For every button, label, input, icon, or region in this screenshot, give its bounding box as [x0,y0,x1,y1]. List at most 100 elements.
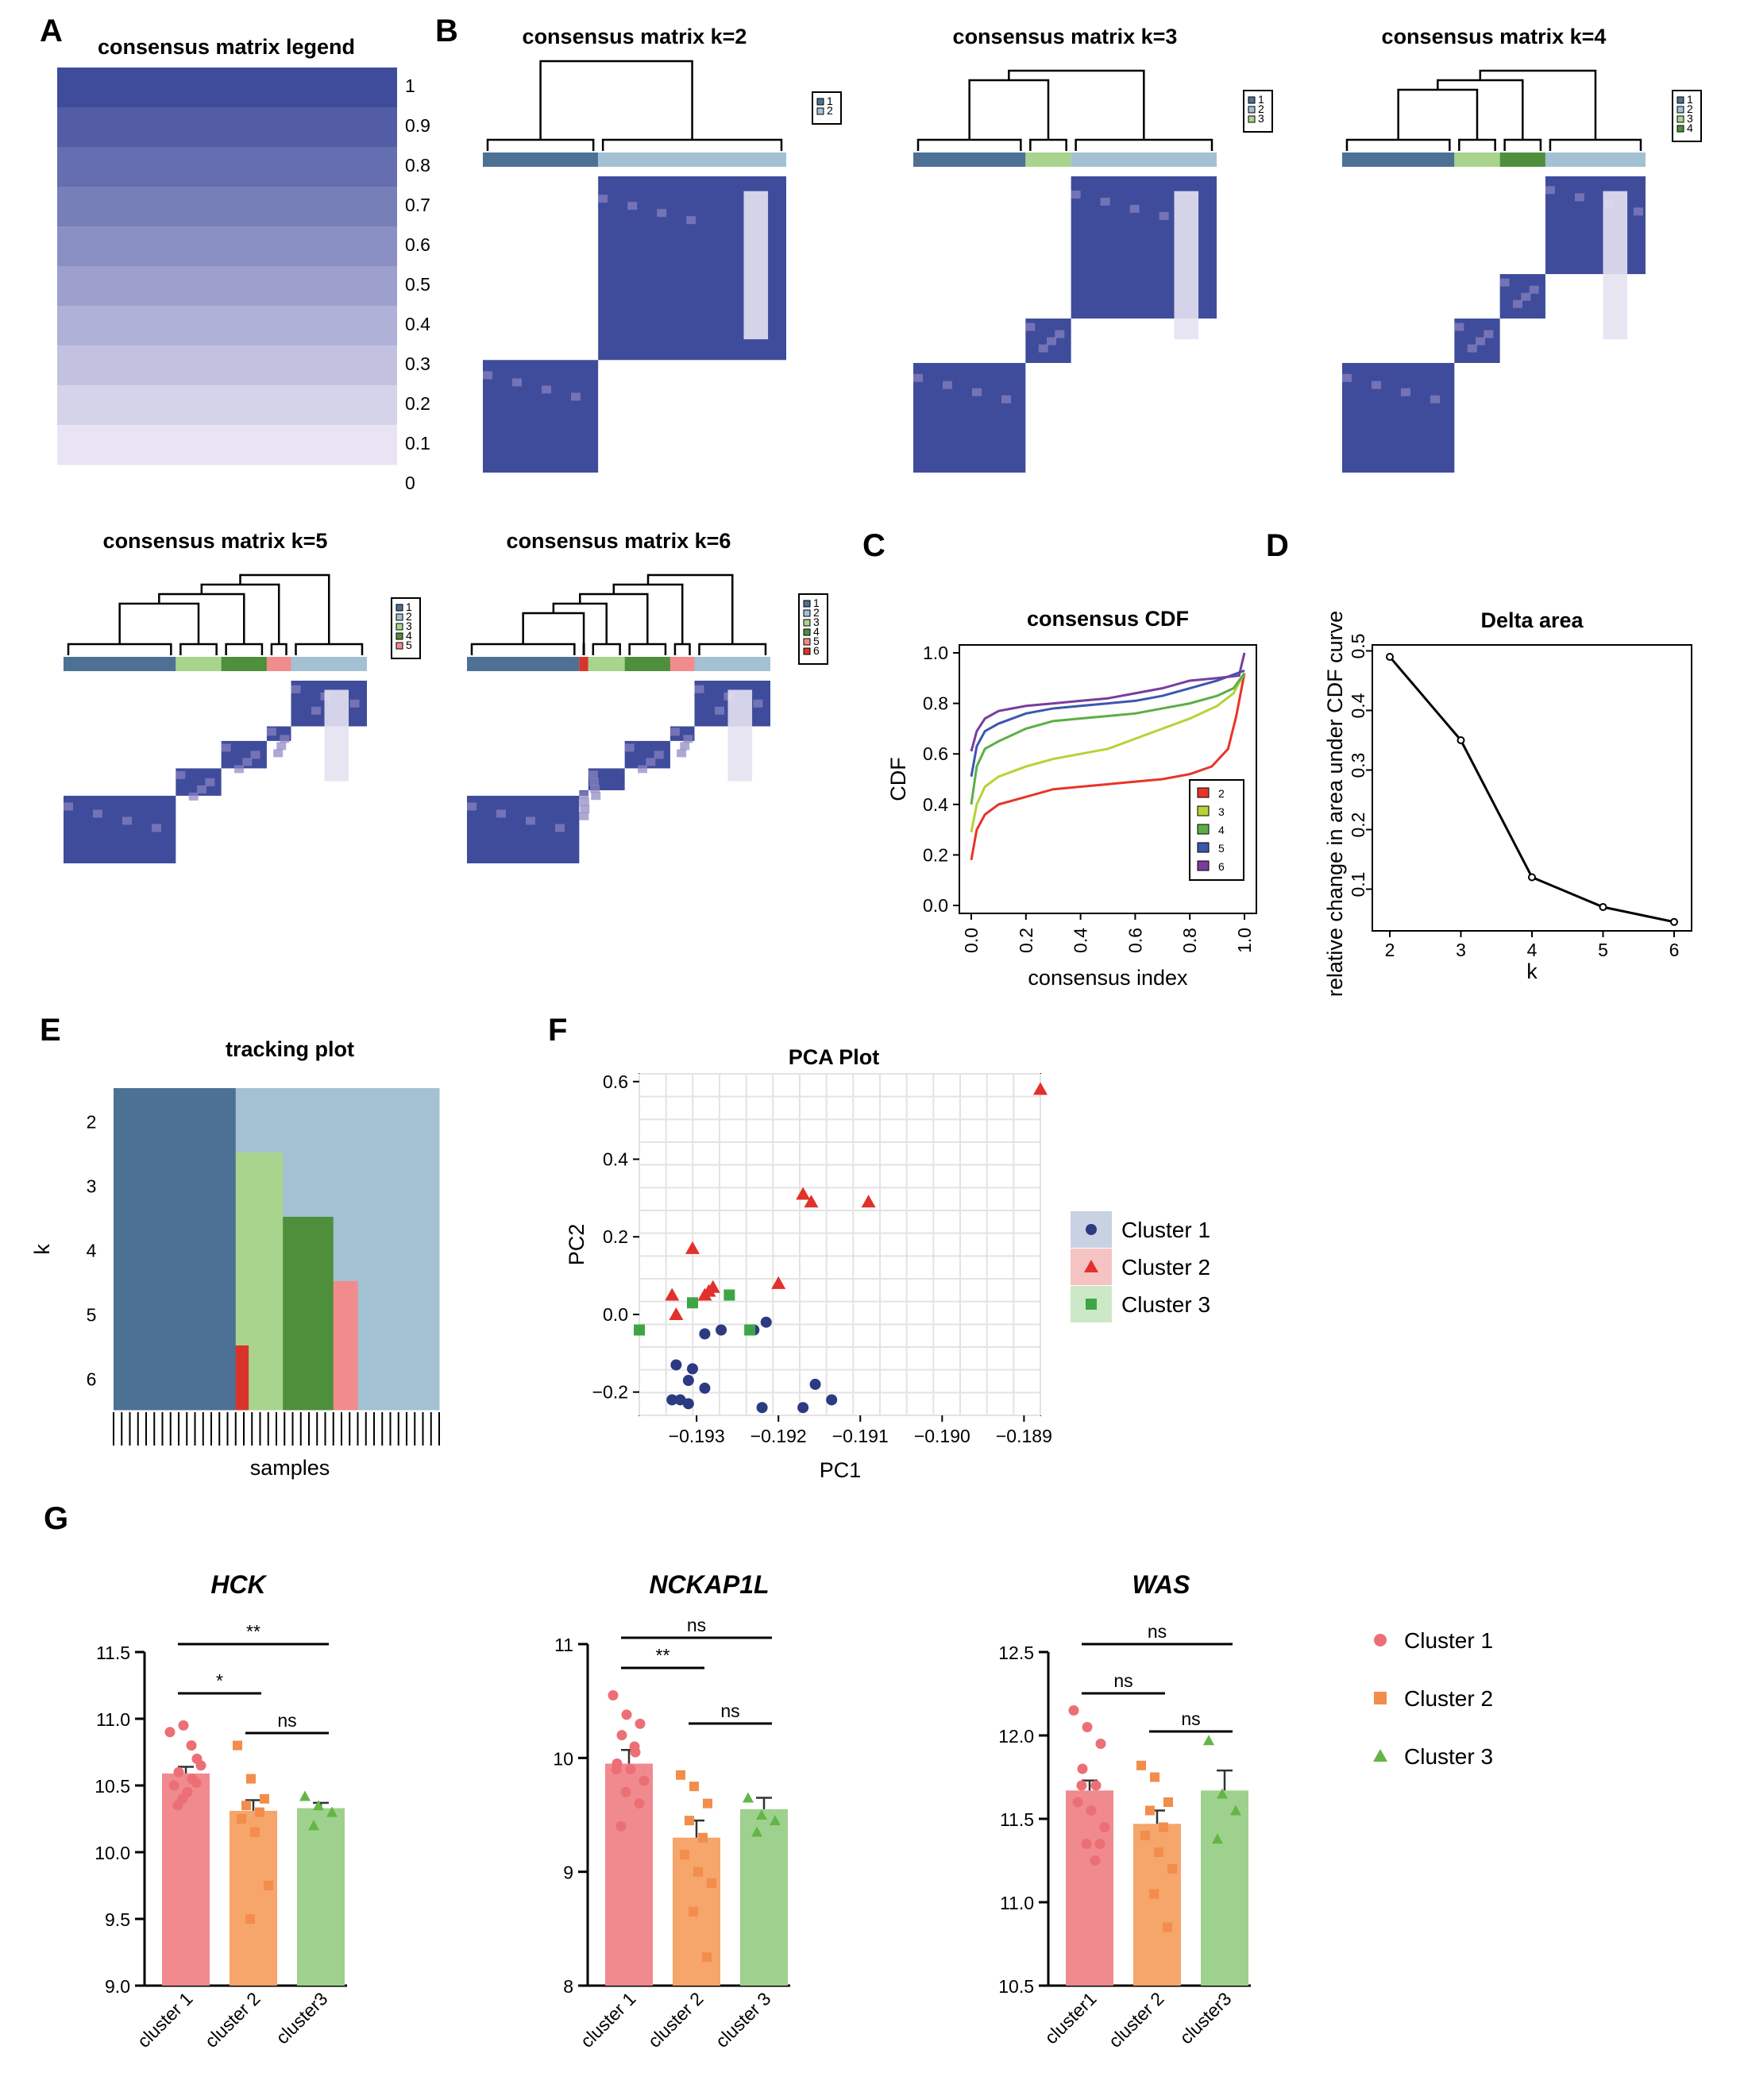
matrix-block [1545,176,1646,275]
bar-point [676,1770,685,1780]
g-legend-label: Cluster 2 [1404,1686,1493,1711]
cluster-color-bar [669,657,695,671]
sig-label: ns [1148,1621,1167,1642]
matrix-noise-cell [1513,299,1523,308]
tracking-segment [357,1345,440,1411]
bar-point [1163,1797,1173,1807]
bar-point [702,1952,712,1963]
matrix-noise-cell [579,797,589,806]
matrix-noise-cell [1467,344,1477,353]
matrix-noise-cell [1047,337,1057,345]
matrix-noise-cell [467,802,477,811]
pca-point-cluster2 [796,1187,811,1200]
delta-point [1386,653,1394,661]
delta-ytick: 0.1 [1348,872,1368,898]
matrix-noise-cell [579,812,589,820]
bar-ytick: 10 [553,1748,573,1769]
dendrogram-branch [628,643,667,655]
matrix-noise-cell [1484,330,1494,338]
bar-point [1068,1705,1079,1716]
bar-point [1072,1797,1083,1808]
g-legend-label: Cluster 1 [1404,1628,1493,1653]
dendrogram-branch [646,573,734,592]
legend-band [57,187,397,227]
dendrogram-branch [470,643,576,655]
delta-point [1599,903,1607,911]
matrix-noise-cell [496,809,506,818]
cdf-ytick: 0.6 [923,743,948,764]
matrix-legend-swatch [803,628,811,636]
cdf-legend-label: 5 [1218,842,1225,855]
bar-point [1090,1855,1101,1866]
cdf-xtick: 0.8 [1179,928,1200,953]
legend-tick: 0.1 [405,433,430,454]
bar-cluster-1 [162,1773,210,1986]
bar-cluster3 [297,1808,345,1986]
matrix-legend-swatch [395,604,403,612]
pca-legend-label: Cluster 2 [1121,1255,1210,1280]
dendrogram [486,60,783,151]
g-legend-marker [1373,1749,1387,1762]
bar-point [1149,1889,1159,1899]
sig-label: ns [1181,1708,1200,1729]
matrix-legend-swatch [395,623,403,631]
pca-xtick: −0.192 [750,1426,807,1446]
matrix-legend-label: 4 [406,629,412,642]
matrix-legend: 12 [812,91,842,125]
legend-panel-title: consensus matrix legend [98,35,355,59]
dendrogram-branch [539,60,693,119]
matrix-legend: 123 [1243,90,1273,133]
matrix-noise-cell [250,751,260,759]
sig-label: ** [246,1621,260,1642]
bar-ytick: 11 [554,1635,573,1655]
panel-label-g: G [44,1501,68,1536]
matrix-noise-cell [654,751,664,759]
legend-tick: 0.8 [405,155,430,176]
legend-band [57,425,397,465]
bar-ytick: 12.5 [998,1643,1034,1663]
pca-point-cluster2 [669,1307,684,1320]
legend-tick: 0.6 [405,234,430,255]
bar-point [751,1826,762,1837]
panel-label-e: E [40,1013,61,1048]
legend-tick: 0 [405,473,415,493]
bar-point [689,1906,698,1917]
matrix-legend-swatch [395,632,403,640]
matrix-noise-cell [579,790,589,799]
delta-ytick: 0.3 [1348,753,1368,778]
matrix-legend-swatch [816,98,824,106]
bar-error-bar [1217,1769,1233,1791]
bar-point [326,1806,338,1817]
dendrogram-branch [1029,138,1067,151]
delta-point [1457,736,1465,744]
matrix-noise-cell [483,371,492,380]
pca-xtick: −0.189 [996,1426,1052,1446]
matrix-noise-cell [276,742,287,751]
bar-point [233,1740,242,1751]
cdf-line-k2 [970,673,1246,861]
bar-point [313,1800,324,1811]
bar-point [299,1790,311,1801]
matrix-noise-cell [580,805,590,813]
pca-point-cluster1 [682,1398,694,1410]
pca-point-cluster2 [685,1241,700,1254]
pca-plot: PCA Plot −0.193 −0.192 −0.191 −0.190 −0.189 0.… [565,1045,1210,1482]
bar-point [308,1820,319,1831]
bar-point [173,1766,184,1778]
cdf-legend-label: 3 [1218,805,1225,818]
matrix-legend-label: 5 [406,639,412,651]
pca-ytick: 0.6 [603,1071,628,1092]
bar-point [186,1740,197,1751]
cdf-legend-label: 6 [1218,860,1225,873]
cdf-xtick: 0.2 [1016,928,1036,953]
cluster-color-bar [624,657,670,671]
dendrogram-branch [1503,138,1542,151]
pca-xtick: −0.191 [832,1426,889,1446]
dendrogram-branch [673,643,691,655]
bar-point [1081,1839,1092,1849]
matrix-noise-cell [588,770,598,779]
matrix-legend-swatch [395,613,403,621]
matrix-noise-cell [1071,190,1081,199]
bar-point [770,1815,781,1826]
